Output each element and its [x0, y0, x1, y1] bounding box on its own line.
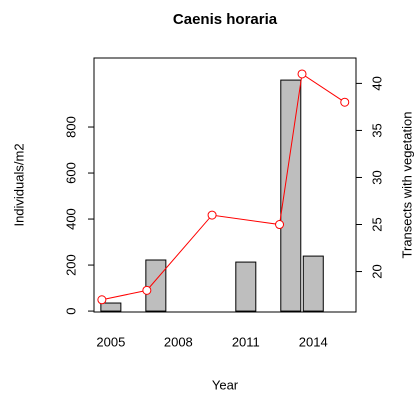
x-tick-label: 2005: [96, 334, 125, 349]
y2-tick-label: 40: [369, 76, 384, 90]
bar: [302, 255, 324, 312]
point: [275, 220, 285, 230]
point: [340, 97, 350, 107]
chart-title: Caenis horaria: [173, 11, 278, 28]
point: [297, 69, 307, 79]
point: [97, 295, 107, 305]
y2-tick-label: 20: [369, 264, 384, 278]
point: [207, 210, 217, 220]
y2-axis-label: Transects with vegetation: [399, 112, 414, 259]
x-tick-label: 2014: [299, 334, 328, 349]
x-axis-label: Year: [212, 377, 239, 392]
y-tick-label: 0: [63, 307, 78, 314]
point: [142, 285, 152, 295]
bar: [235, 261, 257, 312]
x-tick-label: 2008: [164, 334, 193, 349]
y-tick-label: 800: [63, 116, 78, 138]
bar: [280, 79, 302, 312]
y2-tick-label: 25: [369, 217, 384, 231]
y-tick-label: 200: [63, 254, 78, 276]
y2-tick-label: 35: [369, 123, 384, 137]
y-tick-label: 400: [63, 208, 78, 230]
y2-tick-label: 30: [369, 170, 384, 184]
plot-box: [93, 57, 357, 313]
bar: [145, 259, 167, 312]
y-tick-label: 600: [63, 162, 78, 184]
line: [101, 73, 346, 301]
x-tick-label: 2011: [232, 334, 260, 349]
bar: [100, 302, 122, 312]
y-axis-label: Individuals/m2: [11, 143, 26, 226]
